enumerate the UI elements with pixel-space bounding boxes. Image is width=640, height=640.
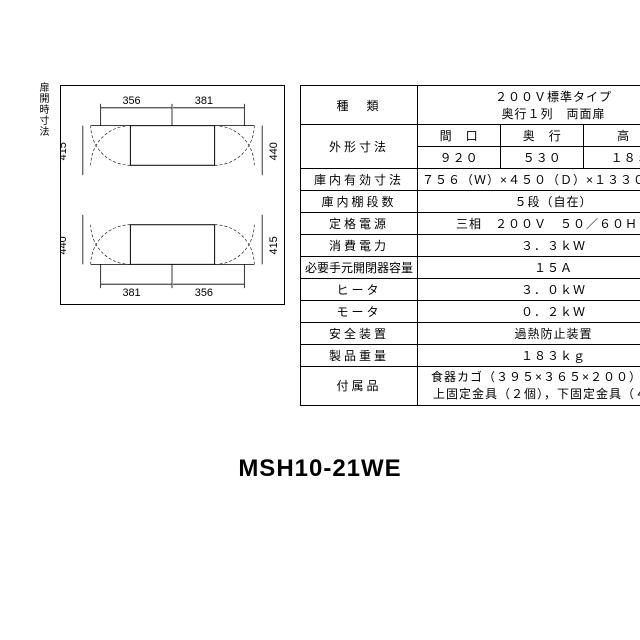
- outer-val-0: ９２０: [418, 147, 501, 169]
- row-safety-label: 安全装置: [301, 323, 418, 345]
- row-power-label: 定格電源: [301, 213, 418, 235]
- dim-bot-right: 356: [195, 287, 213, 299]
- outer-col-0: 間 口: [418, 125, 501, 147]
- row-outer-label: 外形寸法: [301, 125, 418, 169]
- row-heater-label: ヒータ: [301, 279, 418, 301]
- row-weight-value: １８３ｋｇ: [418, 345, 640, 367]
- row-safety-value: 過熱防止装置: [418, 323, 640, 345]
- outer-val-1: ５３０: [501, 147, 584, 169]
- row-breaker-value: １５Ａ: [418, 257, 640, 279]
- row-heater-value: ３．０ｋＷ: [418, 279, 640, 301]
- row-weight-label: 製品重量: [301, 345, 418, 367]
- row-inner-label: 庫内有効寸法: [301, 169, 418, 191]
- dim-left-lower: 440: [61, 236, 69, 254]
- row-cons-value: ３．３ｋＷ: [418, 235, 640, 257]
- outer-col-2: 高 さ: [584, 125, 640, 147]
- dim-left-upper: 415: [61, 142, 69, 160]
- dim-top-left: 356: [122, 95, 140, 107]
- row-motor-value: ０．２ｋＷ: [418, 301, 640, 323]
- row-cons-label: 消費電力: [301, 235, 418, 257]
- row-type-value: ２００Ｖ標準タイプ 奥行１列 両面扉: [418, 86, 640, 125]
- door-swing-diagram: 356 381 381 356 415 440 440 415: [60, 85, 285, 305]
- row-shelves-label: 庫内棚段数: [301, 191, 418, 213]
- row-shelves-value: ５段（自在）: [418, 191, 640, 213]
- model-number: MSH10-21WE: [0, 455, 640, 483]
- dim-top-right: 381: [195, 95, 213, 107]
- dim-bot-left: 381: [122, 287, 140, 299]
- row-acc-label: 付属品: [301, 367, 418, 406]
- row-acc-value: 食器カゴ（３９５×３６５×２００）×１０ 上固定金具（２個），下固定金具（４個）: [418, 367, 640, 406]
- row-motor-label: モータ: [301, 301, 418, 323]
- dim-right-upper: 440: [268, 142, 280, 160]
- spec-table: 種 類 ２００Ｖ標準タイプ 奥行１列 両面扉 外形寸法 間 口 奥 行 高 さ …: [300, 85, 640, 406]
- row-breaker-label: 必要手元開閉器容量: [301, 257, 418, 279]
- diagram-caption: 扉開時寸法: [35, 82, 50, 137]
- row-type-label: 種 類: [301, 86, 418, 125]
- outer-val-2: １８５０: [584, 147, 640, 169]
- row-power-value: 三相 ２００Ｖ ５０／６０Ｈｚ: [418, 213, 640, 235]
- outer-col-1: 奥 行: [501, 125, 584, 147]
- dim-right-lower: 415: [268, 236, 280, 254]
- row-inner-value: ７５６（Ｗ）×４５０（Ｄ）×１３３０（Ｈ）: [418, 169, 640, 191]
